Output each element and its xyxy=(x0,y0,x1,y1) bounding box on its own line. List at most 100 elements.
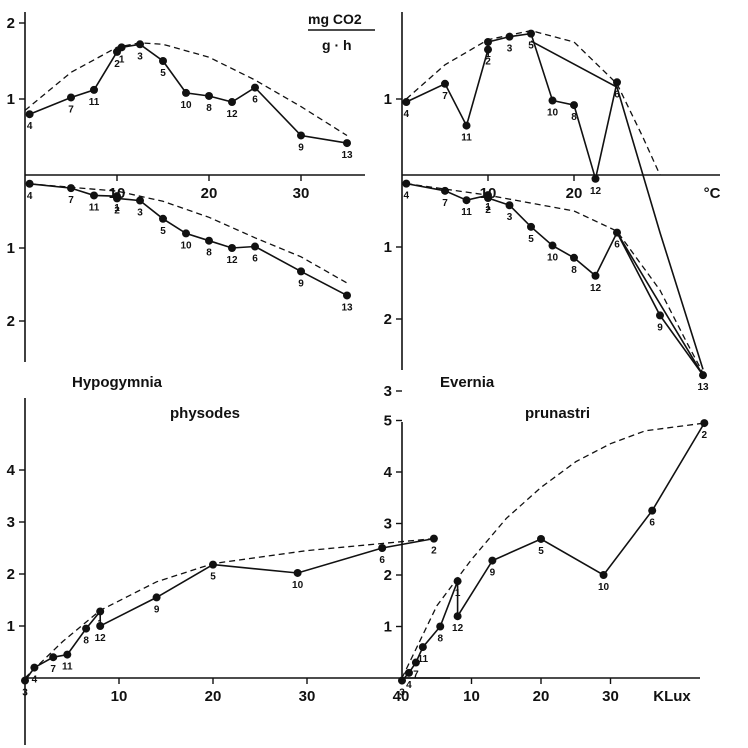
data-point xyxy=(656,311,664,320)
data-point xyxy=(591,271,600,280)
data-point xyxy=(484,194,492,203)
data-point xyxy=(90,191,98,200)
data-point-label: 5 xyxy=(528,41,534,52)
data-point xyxy=(96,607,105,616)
data-point xyxy=(527,29,535,38)
data-point xyxy=(30,663,39,672)
data-point-label: 2 xyxy=(114,205,120,216)
envelope-curve xyxy=(406,182,704,374)
data-point-label: 12 xyxy=(226,255,238,266)
data-point xyxy=(429,534,438,543)
data-point-label: 9 xyxy=(657,322,663,333)
data-line xyxy=(406,182,704,376)
data-point-label: 10 xyxy=(180,240,192,251)
units-numerator: mg CO2 xyxy=(308,11,362,27)
species-epithet-physodes: physodes xyxy=(170,405,240,422)
species-genus-hypogymnia: Hypogymnia xyxy=(72,374,163,391)
data-point xyxy=(209,560,217,569)
data-point xyxy=(599,571,608,579)
envelope-curve xyxy=(24,42,348,137)
data-point-label: 7 xyxy=(442,91,448,102)
data-point xyxy=(570,101,578,110)
data-point-label: 5 xyxy=(160,226,166,237)
data-point xyxy=(117,43,126,52)
data-point xyxy=(343,291,351,300)
data-point xyxy=(297,267,305,276)
data-point xyxy=(699,371,707,380)
data-point-label: 3 xyxy=(137,51,143,62)
data-point xyxy=(228,244,236,252)
data-point-label: 8 xyxy=(83,636,89,647)
data-point xyxy=(418,643,427,652)
data-point xyxy=(441,79,449,88)
data-point-label: 5 xyxy=(160,68,166,79)
data-point xyxy=(548,241,557,250)
data-point xyxy=(613,228,621,237)
data-point xyxy=(159,214,167,223)
data-point-label: 11 xyxy=(461,133,472,144)
data-point-label: 10 xyxy=(180,100,192,111)
x-tick-label: 30 xyxy=(293,185,310,202)
data-line xyxy=(401,422,705,682)
y-tick-label: 4 xyxy=(384,464,393,481)
data-point-label: 2 xyxy=(702,430,708,441)
data-point-label: 8 xyxy=(206,103,212,114)
data-point-label: 1 xyxy=(114,203,120,214)
data-point-label: 9 xyxy=(490,568,496,579)
y-tick-label: 1 xyxy=(384,91,392,108)
data-point-label: 1 xyxy=(455,588,461,599)
data-point xyxy=(21,676,29,685)
data-point xyxy=(488,556,497,565)
data-point xyxy=(570,253,578,262)
data-point-label: 3 xyxy=(22,688,28,699)
data-point-label: 10 xyxy=(547,108,559,119)
x-axis-label: °C xyxy=(704,185,721,202)
x-tick-label: 30 xyxy=(602,688,619,705)
data-point xyxy=(25,179,34,188)
data-point xyxy=(96,622,105,630)
data-point-label: 8 xyxy=(206,248,212,259)
data-point-label: 8 xyxy=(571,112,577,123)
data-point-label: 3 xyxy=(507,44,513,55)
data-point xyxy=(462,121,471,130)
data-line xyxy=(24,537,435,682)
data-point-label: 6 xyxy=(252,254,258,265)
data-point-label: 11 xyxy=(418,654,429,665)
data-point xyxy=(505,201,514,210)
y-tick-label: 1 xyxy=(7,240,15,257)
y-tick-label: 5 xyxy=(384,413,392,430)
data-point xyxy=(205,236,213,245)
data-point-label: 6 xyxy=(379,555,385,566)
y-tick-label: 2 xyxy=(384,311,392,328)
y-tick-label: 4 xyxy=(7,462,16,479)
y-tick-label: 2 xyxy=(7,15,15,32)
data-line xyxy=(405,32,618,180)
units-denominator: g · h xyxy=(322,37,352,53)
y-tick-label: 1 xyxy=(7,91,15,108)
data-point-label: 7 xyxy=(68,195,74,206)
data-point-label: 1 xyxy=(119,54,125,65)
data-point-label: 12 xyxy=(590,186,602,197)
data-point xyxy=(398,676,406,685)
data-point-label: 11 xyxy=(89,97,100,108)
data-point xyxy=(293,568,302,577)
data-point-label: 12 xyxy=(452,623,464,634)
data-point xyxy=(67,184,75,193)
axes xyxy=(24,12,720,745)
data-point-label: 5 xyxy=(210,572,216,583)
y-tick-label: 2 xyxy=(384,567,392,584)
data-point-label: 9 xyxy=(154,604,160,615)
data-point-label: 4 xyxy=(404,109,410,120)
y-tick-label: 1 xyxy=(384,239,392,256)
data-point xyxy=(411,658,420,667)
x-tick-label: 40 xyxy=(393,688,410,705)
data-point-label: 11 xyxy=(461,207,472,218)
x-tick-label: 20 xyxy=(533,688,550,705)
data-point-label: 4 xyxy=(32,675,38,686)
data-point xyxy=(462,196,471,205)
data-point-label: 9 xyxy=(298,278,304,289)
envelope-curve xyxy=(24,537,434,679)
data-point-label: 13 xyxy=(697,382,709,393)
